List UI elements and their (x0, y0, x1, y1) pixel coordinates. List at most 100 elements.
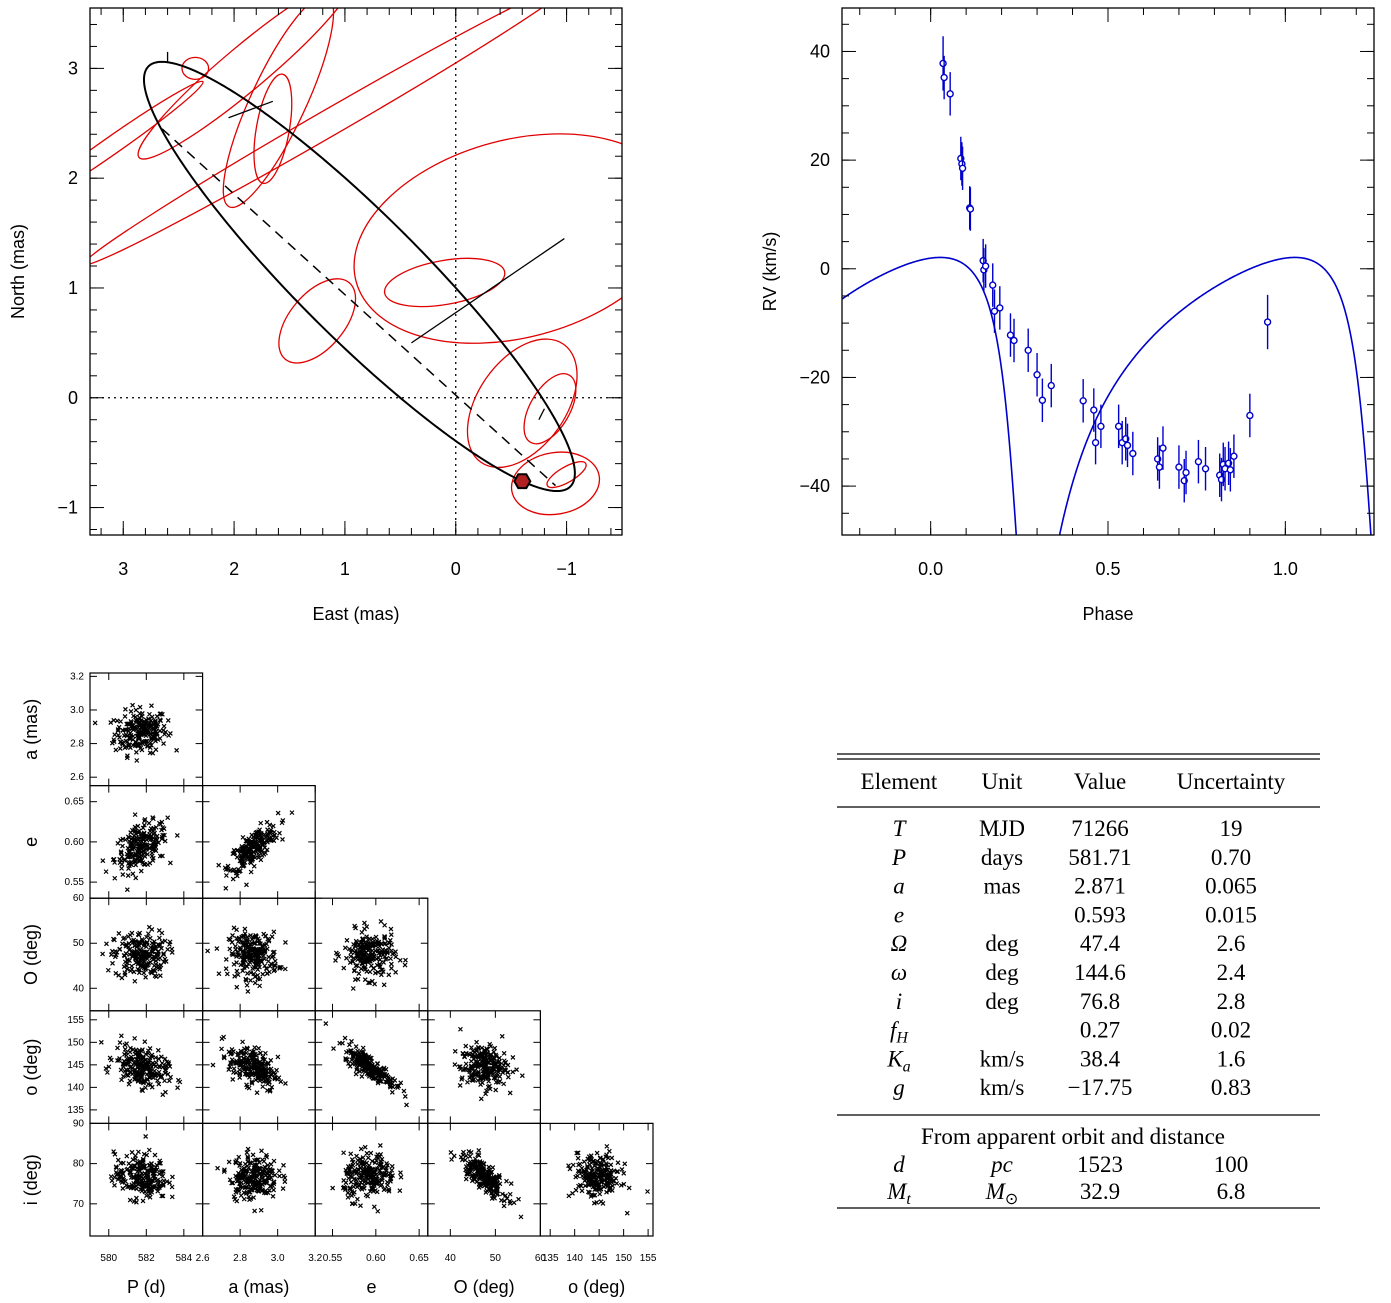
corner-sample-point (159, 827, 164, 833)
corner-sample-point (250, 1055, 256, 1061)
corner-x-tick-label: 2.8 (233, 1253, 247, 1264)
corner-sample-point (358, 1160, 364, 1166)
orbit-panel: 3 2 1 0 −1 −1 0 1 2 3 East (mas) North (mas) (8, 7, 623, 624)
corner-sample-point (141, 970, 147, 976)
corner-sample-point (92, 720, 98, 726)
rv-data-point (1230, 452, 1238, 460)
corner-sample-point (463, 1153, 469, 1159)
corner-sample-point (378, 1162, 384, 1168)
line-of-nodes (161, 128, 557, 487)
corner-sample-point (606, 1148, 612, 1154)
corner-sample-point (150, 1060, 156, 1066)
corner-sample-point (167, 939, 173, 945)
corner-sample-point (141, 822, 147, 828)
element-unit: pc (989, 1152, 1013, 1177)
corner-sample-point (482, 1051, 488, 1056)
element-symbol: d (893, 1152, 905, 1177)
corner-sample-point (174, 747, 180, 753)
corner-sample-point (250, 966, 256, 971)
corner-sample-point (145, 1081, 151, 1087)
corner-sample-point (359, 929, 365, 935)
corner-sample-point (362, 977, 368, 983)
corner-sample-point (235, 1052, 241, 1058)
corner-sample-point (345, 1194, 351, 1200)
corner-cell: 40 50 60 O (deg) (21, 893, 204, 1012)
element-unit: km/s (980, 1046, 1025, 1071)
corner-sample-point (234, 1198, 240, 1204)
corner-sample-point (113, 1164, 119, 1170)
corner-sample-point (144, 1172, 149, 1178)
corner-sample-point (162, 1056, 168, 1062)
corner-y-tick-label: 135 (67, 1105, 84, 1116)
error-ellipse (222, 8, 335, 209)
corner-sample-point (125, 1059, 131, 1065)
corner-sample-point (375, 969, 381, 975)
corner-sample-point (130, 1071, 135, 1077)
corner-sample-point (235, 972, 241, 978)
corner-sample-point (148, 826, 154, 831)
element-unit-main: M (985, 1179, 1007, 1204)
corner-sample-point (485, 1175, 491, 1181)
rv-data-point (1123, 441, 1132, 450)
corner-sample-point (373, 1175, 378, 1181)
corner-sample-point (466, 1161, 472, 1166)
corner-sample-point (265, 958, 271, 964)
corner-sample-point (135, 1050, 141, 1056)
corner-column-label: P (d) (127, 1277, 166, 1297)
corner-sample-point (265, 827, 270, 833)
corner-sample-point (108, 952, 114, 958)
corner-column-label: a (mas) (228, 1277, 289, 1297)
corner-sample-point (475, 1052, 481, 1058)
corner-sample-point (127, 958, 132, 964)
corner-sample-point (162, 1078, 167, 1084)
corner-sample-point (333, 958, 338, 963)
corner-sample-point (584, 1174, 590, 1180)
corner-sample-point (575, 1173, 580, 1179)
corner-sample-point (229, 1180, 235, 1186)
corner-sample-point (266, 954, 272, 960)
corner-sample-point (499, 1033, 505, 1039)
corner-sample-point (354, 1196, 360, 1202)
corner-sample-point (371, 1065, 377, 1071)
corner-sample-point (604, 1189, 609, 1195)
corner-sample-point (128, 968, 133, 974)
corner-sample-point (350, 986, 356, 991)
corner-y-tick-label: 155 (67, 1015, 84, 1026)
corner-sample-point (374, 1154, 379, 1160)
corner-sample-point (510, 1054, 516, 1060)
corner-sample-point (244, 964, 250, 969)
corner-sample-point (120, 843, 125, 849)
corner-sample-point (115, 840, 121, 846)
corner-sample-point (239, 1175, 245, 1181)
corner-sample-point (139, 954, 145, 960)
corner-sample-point (283, 1080, 288, 1086)
corner-y-tick-label: 140 (67, 1082, 84, 1093)
corner-sample-point (349, 1201, 355, 1207)
corner-sample-point (452, 1048, 458, 1054)
corner-sample-point (370, 951, 376, 957)
corner-sample-point (608, 1162, 614, 1168)
rv-data-point (1097, 422, 1105, 431)
corner-sample-point (365, 1155, 371, 1161)
corner-sample-point (355, 1054, 361, 1059)
corner-sample-point (340, 1040, 345, 1046)
element-symbol-main: a (893, 874, 905, 899)
corner-sample-point (263, 965, 269, 971)
corner-sample-point (622, 1161, 628, 1167)
corner-sample-point (252, 1179, 258, 1185)
corner-sample-point (346, 946, 352, 952)
corner-sample-point (137, 704, 143, 710)
corner-sample-point (465, 1079, 470, 1085)
corner-sample-point (121, 964, 127, 970)
element-symbol: P (891, 845, 906, 870)
corner-sample-point (128, 1163, 134, 1169)
corner-sample-point (251, 1174, 257, 1180)
corner-sample-point (323, 1021, 329, 1027)
corner-sample-point (244, 982, 250, 988)
rv-data-point (1114, 422, 1123, 431)
y-axis-title: RV (km/s) (760, 232, 780, 312)
corner-sample-point (238, 1183, 243, 1189)
corner-panel: 2.6 2.8 3.0 3.2 a (mas) 0.55 0.60 0.65 e 40 50 60 O … (21, 671, 657, 1297)
corner-sample-point (277, 830, 282, 836)
corner-sample-point (621, 1170, 627, 1176)
